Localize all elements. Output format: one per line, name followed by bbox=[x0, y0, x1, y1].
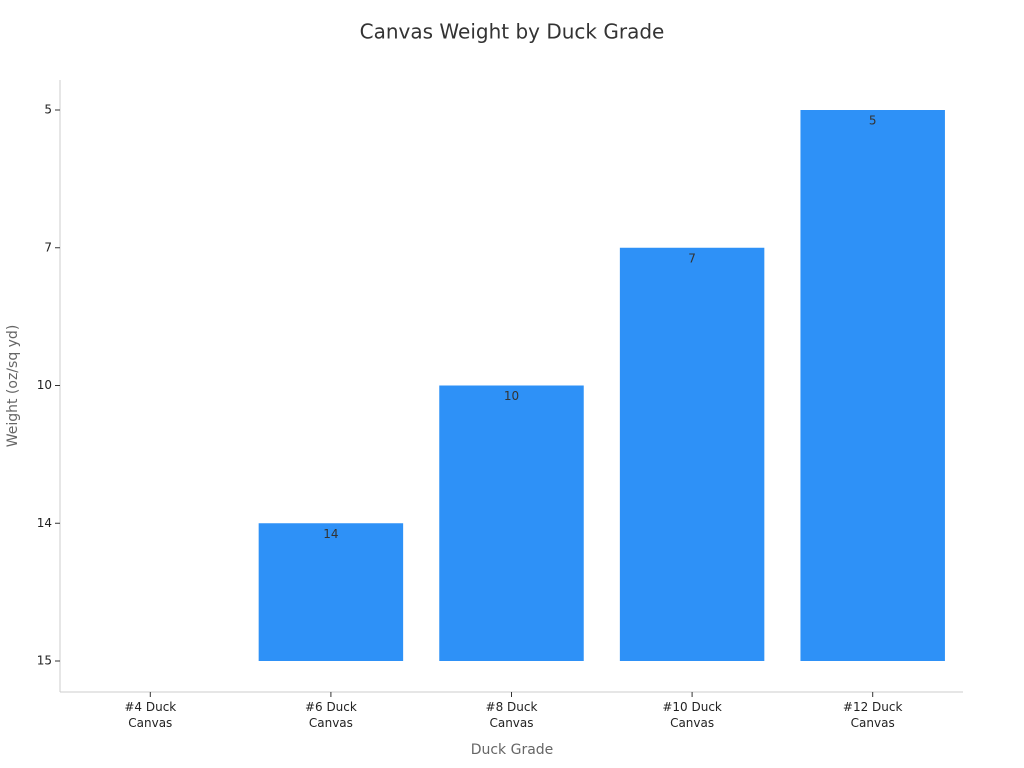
y-axis-label: Weight (oz/sq yd) bbox=[5, 325, 21, 448]
y-tick-label: 14 bbox=[37, 516, 52, 530]
data-label: 10 bbox=[504, 389, 519, 403]
chart-title: Canvas Weight by Duck Grade bbox=[360, 20, 665, 44]
x-tick-label: #12 Duck Canvas bbox=[842, 700, 903, 730]
y-tick-label: 10 bbox=[37, 378, 52, 392]
x-axis-label: Duck Grade bbox=[471, 742, 554, 758]
data-label: 7 bbox=[688, 251, 696, 265]
bar bbox=[258, 523, 404, 661]
x-tick-label: #8 Duck Canvas bbox=[485, 700, 538, 730]
data-label: 14 bbox=[323, 527, 338, 541]
x-tick-label: #10 Duck Canvas bbox=[662, 700, 722, 730]
y-tick-label: 15 bbox=[37, 654, 52, 668]
y-tick-label: 7 bbox=[44, 240, 52, 254]
bar bbox=[619, 247, 765, 661]
x-tick-label: #6 Duck Canvas bbox=[304, 700, 357, 730]
bar bbox=[439, 385, 584, 661]
y-tick-label: 5 bbox=[44, 103, 52, 117]
data-label: 5 bbox=[869, 114, 877, 128]
bar bbox=[800, 110, 945, 661]
x-tick-label: #4 Duck Canvas bbox=[124, 700, 177, 730]
